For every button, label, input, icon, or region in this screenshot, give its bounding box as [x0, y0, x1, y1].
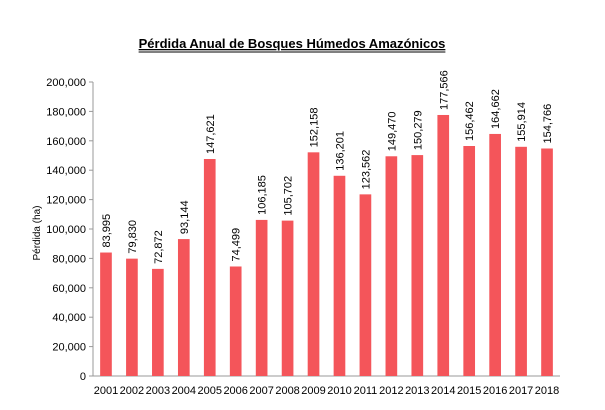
x-tick-label: 2014	[431, 385, 455, 397]
bar-2014	[437, 114, 450, 377]
data-label: 123,562	[360, 150, 372, 190]
x-tick-label: 2003	[146, 385, 170, 397]
bar-2001	[100, 252, 112, 376]
x-axis-ticks: 2001 2002 2003 2004 2005 2006 2007 2008 2009 2010…	[94, 385, 560, 397]
y-tick-label: 100,000	[46, 224, 86, 236]
y-tick-label: 180,000	[46, 106, 86, 118]
y-tick-label: 160,000	[46, 136, 86, 148]
bar-2005	[203, 158, 216, 376]
x-tick-label: 2017	[509, 385, 533, 397]
bar-2015	[463, 146, 476, 376]
bar-2011	[359, 194, 372, 376]
x-tick-label: 2012	[379, 385, 403, 397]
chart-title: Pérdida Anual de Bosques Húmedos Amazóni…	[139, 36, 446, 51]
x-tick-label: 2018	[535, 385, 559, 397]
data-label: 136,201	[334, 131, 346, 171]
bar-2010	[333, 175, 346, 376]
bar-2007	[255, 219, 268, 376]
data-label: 155,914	[516, 102, 528, 142]
x-tick-label: 2009	[301, 385, 325, 397]
bar-2006	[229, 266, 242, 376]
x-tick-label: 2015	[457, 385, 481, 397]
data-label: 72,872	[153, 230, 165, 264]
y-tick-label: 140,000	[46, 165, 86, 177]
data-label: 177,566	[438, 70, 450, 110]
y-tick-label: 60,000	[52, 283, 86, 295]
x-tick-label: 2007	[249, 385, 273, 397]
data-label: 149,470	[386, 112, 398, 152]
bar-2012	[385, 156, 398, 376]
y-tick-label: 80,000	[52, 253, 86, 265]
bar-2017	[515, 146, 527, 376]
bar-2018	[541, 148, 553, 376]
data-label: 74,499	[231, 228, 243, 262]
bars-group	[100, 114, 553, 377]
x-tick-label: 2011	[354, 385, 378, 397]
y-tick-label: 120,000	[46, 195, 86, 207]
y-tick-label: 20,000	[52, 342, 86, 354]
bar-2016	[489, 133, 501, 376]
data-label: 156,462	[464, 101, 476, 141]
y-tick-label: 40,000	[52, 312, 86, 324]
y-tick-label: 0	[80, 371, 86, 383]
y-tick-label: 200,000	[46, 77, 86, 89]
data-label: 154,766	[542, 104, 554, 144]
data-label: 152,158	[309, 108, 321, 148]
x-tick-label: 2016	[483, 385, 507, 397]
x-tick-label: 2001	[94, 385, 118, 397]
x-tick-label: 2006	[223, 385, 247, 397]
data-labels-group: 83,995 79,830 72,872 93,144 147,621 74,499 106…	[101, 70, 554, 264]
data-label: 79,830	[127, 220, 139, 254]
x-tick-label: 2010	[327, 385, 351, 397]
x-tick-label: 2013	[405, 385, 429, 397]
x-tick-label: 2008	[275, 385, 299, 397]
bar-2002	[126, 258, 138, 376]
data-label: 147,621	[205, 114, 217, 154]
bar-2008	[281, 220, 294, 376]
bar-2003	[152, 268, 164, 376]
bar-2013	[411, 155, 424, 376]
data-label: 105,702	[283, 176, 295, 216]
data-label: 106,185	[257, 175, 269, 215]
bar-2004	[177, 239, 190, 376]
x-tick-label: 2005	[198, 385, 222, 397]
bar-2009	[307, 152, 320, 376]
data-label: 164,662	[490, 89, 502, 129]
data-label: 150,279	[412, 110, 424, 150]
data-label: 93,144	[179, 200, 191, 234]
y-axis-ticks: 0 20,000 40,000 60,000 80,000 100,000 120,000 1…	[46, 77, 93, 383]
x-tick-label: 2004	[172, 385, 196, 397]
x-tick-label: 2002	[120, 385, 144, 397]
y-axis-label: Pérdida (ha)	[32, 205, 43, 260]
data-label: 83,995	[101, 214, 113, 248]
